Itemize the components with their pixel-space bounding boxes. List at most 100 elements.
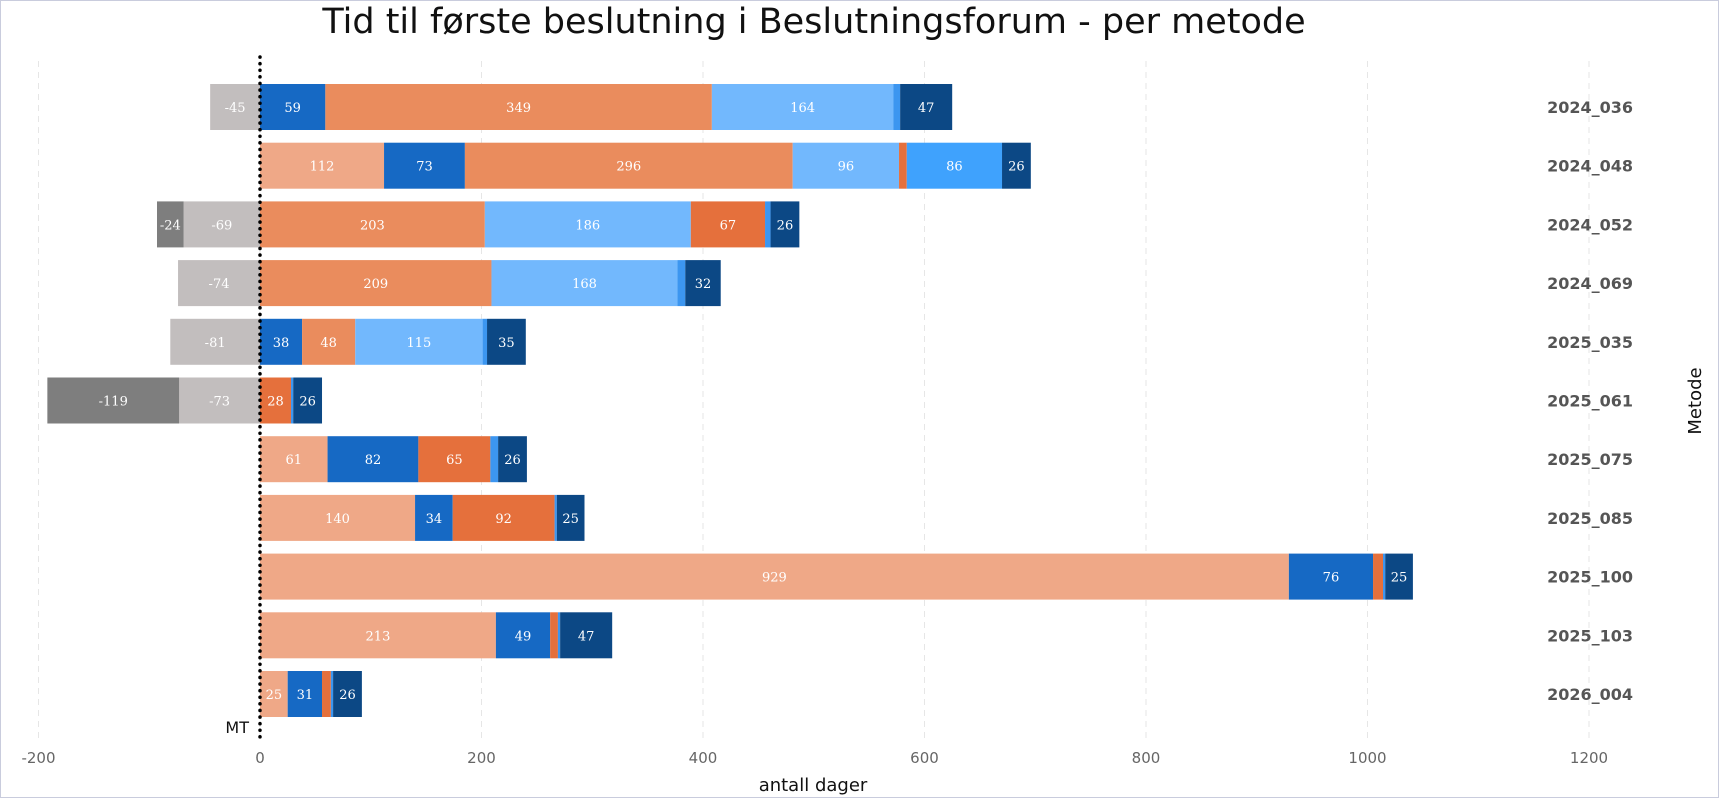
x-tick-label: 600 (910, 749, 939, 767)
x-tick-label: 1200 (1570, 749, 1608, 767)
segment-label: 26 (1008, 160, 1025, 175)
bar-segment-2025_075-3 (490, 436, 499, 483)
category-label: 2025_103 (1547, 626, 1633, 645)
bar-segment-2024_036-2 (325, 84, 712, 130)
bar-segment-2024_052-6 (770, 201, 800, 248)
bar-segment-2025_085-2 (452, 494, 555, 541)
bar-segment-2024_052-5 (765, 201, 771, 248)
segment-label: 164 (790, 101, 815, 116)
category-label: 2025_035 (1547, 333, 1633, 352)
category-label: 2025_100 (1547, 568, 1633, 587)
bar-segment-2026_004-0 (260, 671, 288, 717)
bar-segment-2024_052-0 (183, 201, 260, 248)
bar-segment-2024_048-2 (464, 142, 793, 189)
bar-segment-2024_052-3 (484, 201, 691, 248)
segment-label: 92 (495, 512, 512, 527)
segment-label: 213 (366, 629, 391, 644)
category-label: 2024_069 (1547, 274, 1633, 293)
x-axis-ticks: -200 0 200 400 600 800 1000 1200 (21, 749, 1608, 767)
bar-segment-2024_036-4 (893, 84, 901, 130)
segment-label: 76 (1323, 571, 1340, 586)
category-labels: 2024_036 2024_048 2024_052 2024_069 2025_035… (1547, 98, 1633, 704)
segment-label: 26 (504, 453, 521, 468)
bar-segment-2024_036-3 (711, 84, 894, 130)
bar-segment-2026_004-3 (330, 671, 334, 717)
segment-label: 929 (762, 571, 787, 586)
category-label: 2026_004 (1547, 685, 1633, 704)
category-label: 2024_036 (1547, 98, 1633, 117)
segment-label: 38 (273, 336, 290, 351)
segment-label: 32 (695, 277, 712, 292)
segment-label: -74 (209, 277, 230, 292)
bar-segment-2025_103-3 (557, 612, 561, 659)
segment-label: 349 (506, 101, 531, 116)
x-tick-label: 400 (689, 749, 718, 767)
bar-segment-2024_048-4 (899, 142, 907, 189)
bar-segment-2025_100-3 (1383, 553, 1386, 600)
segment-label: 26 (299, 395, 316, 410)
segment-labels: -45 59 349 164 47 112 73 296 96 86 26 -69 -24 203 186 6… (99, 101, 1408, 703)
segment-label: 73 (416, 160, 433, 175)
bar-segment-2025_061-2 (260, 377, 292, 424)
segment-label: 31 (297, 688, 314, 703)
segment-label: -73 (209, 395, 230, 410)
segment-label: 59 (284, 101, 301, 116)
bar-segment-2025_085-3 (554, 494, 557, 541)
x-tick-label: 800 (1132, 749, 1161, 767)
bar-segment-2025_075-0 (260, 436, 328, 483)
segment-label: 25 (266, 688, 283, 703)
bars (47, 84, 1413, 717)
segment-label: -45 (225, 101, 246, 116)
segment-label: -119 (99, 395, 128, 410)
bar-segment-2025_103-1 (495, 612, 551, 659)
y-axis-title: Metode (1685, 367, 1706, 434)
bar-segment-2025_035-0 (170, 318, 260, 365)
segment-label: 140 (325, 512, 350, 527)
bar-segment-2025_103-4 (560, 612, 613, 659)
bar-segment-2024_036-5 (900, 84, 953, 130)
bar-segment-2026_004-2 (322, 671, 331, 717)
bar-segment-2025_100-2 (1373, 553, 1384, 600)
reference-line-label: MT (225, 718, 249, 737)
bar-segment-2024_036-1 (260, 84, 326, 130)
bar-segment-2025_085-0 (260, 494, 416, 541)
segment-label: 49 (515, 629, 532, 644)
bar-segment-2025_100-1 (1288, 553, 1374, 600)
chart-title: Tid til første beslutning i Beslutningsf… (322, 2, 1306, 42)
bar-segment-2025_061-0 (179, 377, 260, 424)
x-tick-label: -200 (21, 749, 55, 767)
segment-label: 112 (310, 160, 335, 175)
bar-segment-2025_075-4 (498, 436, 527, 483)
category-label: 2024_048 (1547, 157, 1633, 176)
bar-segment-2024_048-6 (1002, 142, 1031, 189)
segment-label: 82 (365, 453, 382, 468)
bar-segment-2026_004-4 (333, 671, 362, 717)
reference-line-group: MT (225, 55, 262, 741)
bar-segment-2025_103-2 (550, 612, 558, 659)
segment-label: 65 (446, 453, 463, 468)
segment-label: 35 (498, 336, 515, 351)
bar-segment-2025_035-4 (482, 318, 488, 365)
x-tick-label: 200 (467, 749, 496, 767)
segment-label: 186 (575, 218, 600, 233)
bar-segment-2024_052-4 (690, 201, 766, 248)
category-label: 2024_052 (1547, 215, 1633, 234)
bar-segment-2024_069-4 (685, 260, 721, 307)
bar-segment-2025_061-1 (47, 377, 180, 424)
bar-segment-2024_048-0 (260, 142, 385, 189)
bar-segment-2025_085-1 (415, 494, 453, 541)
segment-label: -69 (211, 218, 232, 233)
bar-segment-2025_061-4 (293, 377, 323, 424)
segment-label: 296 (616, 160, 641, 175)
bar-segment-2025_100-4 (1385, 553, 1413, 600)
bar-segment-2025_075-1 (327, 436, 419, 483)
segment-label: 168 (572, 277, 597, 292)
segment-label: 209 (363, 277, 388, 292)
bar-segment-2025_100-0 (260, 553, 1289, 600)
bar-segment-2025_035-2 (302, 318, 356, 365)
bar-segment-2025_035-1 (260, 318, 303, 365)
bar-segment-2024_052-2 (260, 201, 485, 248)
segment-label: 47 (918, 101, 935, 116)
bar-segment-2024_052-1 (157, 201, 184, 248)
